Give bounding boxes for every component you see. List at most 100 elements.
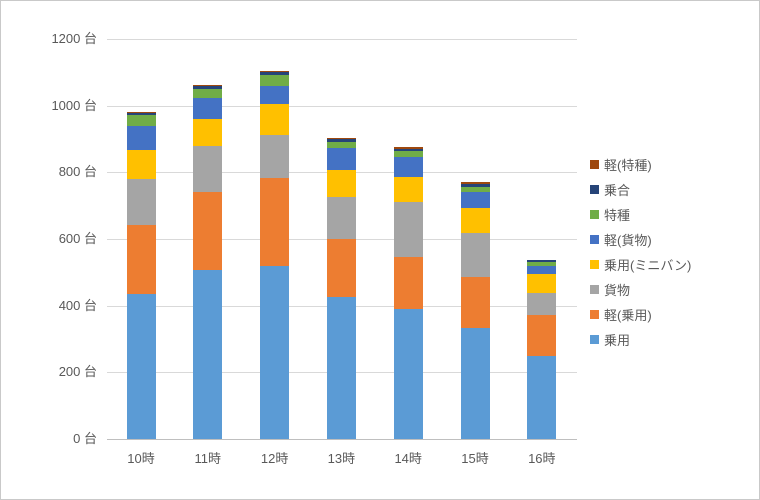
bar-column-14時	[393, 146, 423, 439]
bar-segment-軽(特種)	[393, 146, 423, 149]
legend-swatch-icon	[590, 260, 599, 269]
legend-swatch-icon	[590, 210, 599, 219]
bar-segment-乗合	[193, 86, 223, 90]
y-tick-label-1000: 1000 台	[51, 97, 97, 113]
legend-item-特種: 特種	[590, 202, 691, 227]
bar-segment-軽(貨物)	[260, 85, 290, 105]
bar-segment-乗合	[260, 72, 290, 75]
bar-segment-軽(特種)	[260, 70, 290, 73]
y-tick-label-200: 200 台	[58, 364, 97, 380]
bar-segment-乗用	[193, 270, 223, 439]
bar-segment-軽(特種)	[326, 138, 356, 140]
legend-swatch-icon	[590, 285, 599, 294]
bar-segment-乗合	[326, 139, 356, 142]
legend-item-軽(乗用): 軽(乗用)	[590, 302, 691, 327]
bar-segment-軽(乗用)	[527, 315, 557, 356]
bar-segment-特種	[326, 141, 356, 149]
bar-segment-軽(特種)	[193, 84, 223, 87]
legend-item-乗合: 乗合	[590, 177, 691, 202]
gridline-1200	[107, 39, 577, 40]
bar-segment-乗用	[126, 294, 156, 439]
x-tick-label-11時: 11時	[194, 451, 222, 466]
bar-segment-乗用(ミニバン)	[326, 170, 356, 198]
plot-area	[107, 39, 577, 440]
bar-segment-特種	[126, 115, 156, 127]
bar-segment-軽(乗用)	[326, 239, 356, 298]
legend-label: 乗用	[604, 333, 631, 348]
legend-item-軽(貨物): 軽(貨物)	[590, 227, 691, 252]
x-tick-label-13時: 13時	[327, 451, 356, 466]
bar-segment-乗用(ミニバン)	[193, 119, 223, 147]
x-tick-label-16時: 16時	[528, 451, 556, 466]
bar-segment-軽(特種)	[460, 182, 490, 185]
bar-segment-乗合	[126, 113, 156, 116]
y-tick-label-600: 600 台	[58, 231, 97, 246]
bar-segment-軽(特種)	[126, 112, 156, 114]
bar-segment-乗合	[393, 148, 423, 151]
legend-label: 乗合	[604, 183, 631, 198]
y-tick-label-0: 0 台	[73, 431, 97, 446]
bar-column-13時	[326, 138, 356, 439]
legend-label: 軽(貨物)	[604, 233, 652, 248]
bar-segment-貨物	[393, 202, 423, 258]
bar-segment-軽(貨物)	[126, 126, 156, 151]
bar-column-12時	[260, 70, 290, 439]
legend-swatch-icon	[590, 235, 599, 244]
bar-segment-特種	[393, 150, 423, 158]
bar-segment-特種	[527, 262, 557, 266]
bar-column-10時	[126, 112, 156, 439]
y-tick-label-400: 400 台	[58, 297, 97, 313]
y-tick-label-1200: 1200 台	[51, 31, 97, 46]
legend-swatch-icon	[590, 160, 599, 169]
bar-segment-軽(乗用)	[126, 225, 156, 294]
legend-label: 乗用(ミニバン)	[604, 258, 692, 273]
x-axis-line	[107, 439, 577, 440]
bar-segment-貨物	[260, 134, 290, 179]
bar-segment-特種	[260, 74, 290, 86]
x-tick-label-15時: 15時	[461, 451, 489, 466]
bar-segment-軽(特種)	[527, 259, 557, 261]
bar-segment-軽(乗用)	[193, 191, 223, 270]
legend-swatch-icon	[590, 335, 599, 344]
legend-item-軽(特種): 軽(特種)	[590, 152, 691, 177]
bar-segment-軽(貨物)	[393, 157, 423, 178]
bar-segment-乗用	[326, 297, 356, 439]
bar-segment-貨物	[326, 197, 356, 240]
bar-segment-軽(貨物)	[326, 148, 356, 171]
legend-swatch-icon	[590, 310, 599, 319]
bar-segment-貨物	[193, 146, 223, 192]
x-tick-label-14時: 14時	[394, 451, 422, 466]
bar-segment-乗用(ミニバン)	[393, 177, 423, 203]
bar-segment-軽(乗用)	[260, 178, 290, 266]
bar-segment-乗用	[393, 309, 423, 439]
chart-legend: 軽(特種) 乗合特種軽(貨物) 乗用(ミニバン) 貨物 軽(乗用) 乗用	[590, 152, 691, 352]
bar-segment-乗用	[527, 355, 557, 439]
legend-item-乗用(ミニバン): 乗用(ミニバン)	[590, 252, 691, 277]
legend-label: 軽(特種)	[604, 158, 652, 173]
bar-segment-貨物	[527, 293, 557, 316]
bar-segment-乗用	[260, 265, 290, 439]
bar-segment-貨物	[126, 178, 156, 226]
bar-segment-乗用(ミニバン)	[126, 150, 156, 179]
bar-segment-軽(乗用)	[460, 276, 490, 328]
x-tick-label-10時: 10時	[127, 451, 155, 466]
bar-segment-軽(貨物)	[527, 265, 557, 274]
bar-segment-特種	[460, 186, 490, 193]
bar-segment-乗用	[460, 327, 490, 439]
legend-swatch-icon	[590, 185, 599, 194]
y-tick-label-800: 800 台	[58, 164, 97, 180]
legend-item-貨物: 貨物	[590, 277, 691, 302]
bar-column-11時	[193, 84, 223, 439]
gridline-1000	[107, 105, 577, 107]
bar-segment-軽(乗用)	[393, 257, 423, 309]
x-tick-label-12時: 12時	[260, 451, 289, 466]
bar-segment-乗用(ミニバン)	[527, 273, 557, 294]
bar-column-15時	[460, 182, 490, 439]
bar-segment-軽(貨物)	[193, 98, 223, 120]
bar-segment-乗用(ミニバン)	[460, 207, 490, 234]
bar-column-16時	[527, 259, 557, 439]
bar-segment-乗合	[527, 260, 557, 263]
bar-segment-乗合	[460, 184, 490, 187]
bar-segment-軽(貨物)	[460, 192, 490, 208]
